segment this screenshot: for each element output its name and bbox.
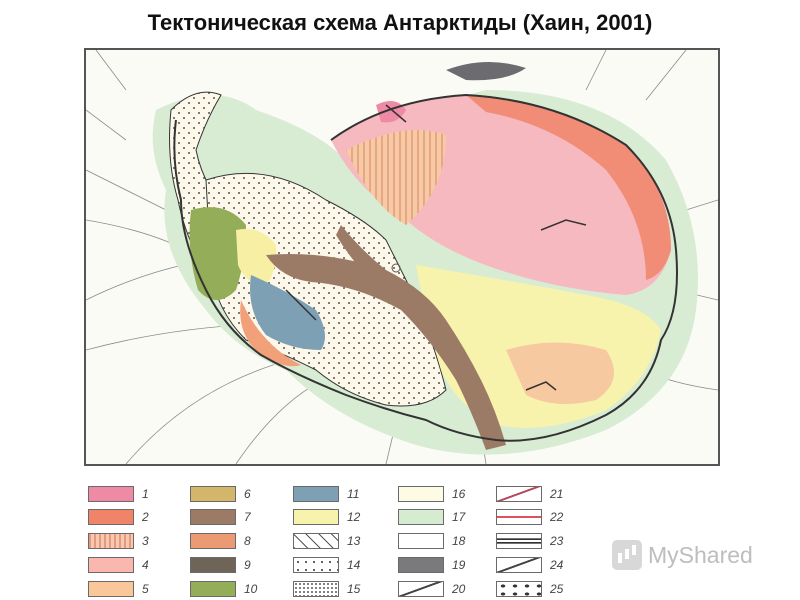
transantarctic-belt [266, 254, 506, 450]
legend-number: 7 [244, 510, 251, 524]
legend-swatch [293, 557, 339, 573]
legend-swatch [398, 533, 444, 549]
legend-item-17: 17 [398, 509, 494, 527]
legend-number: 8 [244, 534, 251, 548]
south-pole-marker [391, 263, 401, 273]
legend-swatch [88, 509, 134, 525]
legend-swatch [88, 533, 134, 549]
antarctica-map-graphic [86, 50, 718, 464]
legend-swatch [398, 486, 444, 502]
map-legend: 1 2 3 4 5 6 7 8 9 10 11 12 13 14 15 16 17 18 19 20 21 22 23 24 2… [84, 466, 720, 600]
legend-number: 14 [347, 558, 361, 572]
legend-item-12: 12 [293, 509, 389, 527]
legend-item-8: 8 [190, 533, 286, 551]
legend-swatch [398, 509, 444, 525]
transantarctic-branch [336, 225, 386, 280]
tectonic-map [84, 48, 720, 466]
legend-number: 11 [347, 487, 360, 501]
legend-number: 19 [452, 558, 466, 572]
legend-item-1: 1 [88, 486, 184, 504]
legend-number: 20 [452, 582, 466, 596]
legend-number: 4 [142, 558, 149, 572]
legend-number: 9 [244, 558, 251, 572]
hatched-zone [346, 130, 446, 225]
west-antarctica [205, 172, 447, 407]
legend-swatch [398, 557, 444, 573]
legend-swatch [88, 581, 134, 597]
legend-item-16: 16 [398, 486, 494, 504]
legend-number: 18 [452, 534, 466, 548]
blue-basin [250, 275, 325, 350]
legend-item-24: 24 [496, 557, 592, 575]
legend-item-19: 19 [398, 557, 494, 575]
legend-swatch [293, 486, 339, 502]
legend-number: 24 [550, 558, 564, 572]
legend-swatch [496, 509, 542, 525]
legend-swatch [190, 581, 236, 597]
legend-number: 17 [452, 510, 466, 524]
legend-swatch [88, 557, 134, 573]
myshared-logo-icon [612, 540, 642, 570]
legend-item-9: 9 [190, 557, 286, 575]
legend-number: 16 [452, 487, 466, 501]
legend-item-21: 21 [496, 486, 592, 504]
legend-number: 6 [244, 487, 251, 501]
peach-block [506, 342, 614, 404]
legend-number: 15 [347, 582, 361, 596]
legend-item-6: 6 [190, 486, 286, 504]
fault-lines [285, 104, 587, 391]
legend-swatch [496, 557, 542, 573]
legend-number: 10 [244, 582, 258, 596]
watermark-text: MyShared [648, 542, 753, 568]
legend-swatch [190, 509, 236, 525]
legend-number: 23 [550, 534, 564, 548]
legend-item-10: 10 [190, 581, 286, 599]
legend-swatch [496, 533, 542, 549]
sea-feature [446, 61, 526, 81]
legend-number: 1 [142, 487, 149, 501]
coastline [173, 93, 678, 442]
legend-item-7: 7 [190, 509, 286, 527]
legend-swatch [293, 533, 339, 549]
legend-item-20: 20 [398, 581, 494, 599]
map-title: Тектоническая схема Антарктиды (Хаин, 20… [147, 10, 653, 35]
legend-swatch [496, 581, 542, 597]
legend-item-18: 18 [398, 533, 494, 551]
yellow-terrane-west [236, 229, 277, 285]
legend-item-11: 11 [293, 486, 389, 504]
legend-swatch [496, 486, 542, 502]
legend-swatch [398, 581, 444, 597]
legend-item-4: 4 [88, 557, 184, 575]
watermark: MyShared [612, 536, 772, 576]
legend-item-13: 13 [293, 533, 389, 551]
legend-number: 21 [550, 487, 564, 501]
legend-item-25: 25 [496, 581, 592, 599]
legend-number: 12 [347, 510, 361, 524]
legend-swatch [190, 486, 236, 502]
legend-number: 13 [347, 534, 361, 548]
legend-number: 5 [142, 582, 149, 596]
legend-number: 3 [142, 534, 149, 548]
legend-item-2: 2 [88, 509, 184, 527]
legend-number: 22 [550, 510, 564, 524]
green-terrane [189, 207, 246, 300]
legend-number: 25 [550, 582, 564, 596]
legend-item-22: 22 [496, 509, 592, 527]
legend-item-14: 14 [293, 557, 389, 575]
legend-item-15: 15 [293, 581, 389, 599]
legend-swatch [190, 533, 236, 549]
legend-item-3: 3 [88, 533, 184, 551]
legend-swatch [190, 557, 236, 573]
legend-swatch [88, 486, 134, 502]
legend-item-23: 23 [496, 533, 592, 551]
legend-number: 2 [142, 510, 149, 524]
legend-swatch [293, 509, 339, 525]
legend-swatch [293, 581, 339, 597]
legend-item-5: 5 [88, 581, 184, 599]
